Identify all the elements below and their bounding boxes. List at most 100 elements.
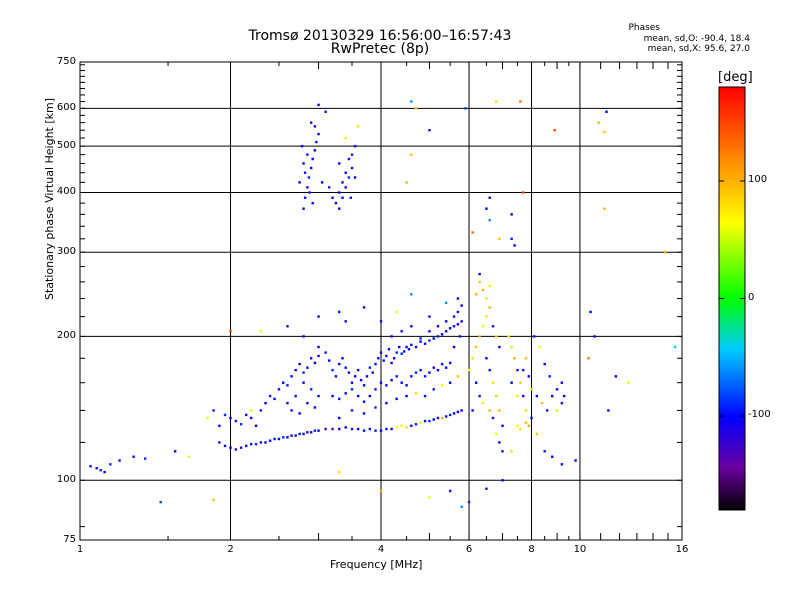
data-point [331,196,334,199]
data-point [382,359,385,362]
data-point [436,325,440,328]
data-point [109,463,112,466]
data-point [530,388,533,391]
data-point [414,107,418,110]
data-point [331,368,334,372]
data-point [324,110,327,114]
data-point [400,330,403,333]
colorbar-tick-label: 0 [748,291,755,303]
data-point [302,371,305,374]
data-point [356,427,360,431]
data-point [400,424,403,428]
data-point [436,368,440,372]
data-point [374,388,377,391]
data-point [436,335,440,338]
data-point [273,397,276,401]
data-point [452,325,456,328]
data-point [603,130,606,134]
data-point [400,381,403,384]
data-point [460,320,463,323]
data-point [385,354,388,358]
data-point [379,381,383,384]
data-point [327,186,331,189]
data-point [410,153,413,156]
data-point [311,157,314,161]
data-point [467,368,471,372]
data-point [560,381,564,384]
data-point [532,335,536,338]
data-point [385,427,388,431]
data-point [234,419,238,423]
data-point [298,362,301,366]
data-point [338,310,341,314]
y-tick-label: 75 [63,534,76,545]
data-point [485,297,488,300]
data-point [448,489,452,493]
data-point [488,306,491,309]
data-point [350,409,354,412]
data-point [478,272,481,276]
data-point [456,310,460,314]
data-point [313,406,317,409]
data-point [436,416,440,420]
data-point [229,446,232,449]
data-point [498,345,501,349]
data-point [485,207,488,210]
data-point [317,103,320,107]
data-point [298,181,301,184]
data-point [347,371,351,374]
data-point [338,416,341,420]
data-point [308,191,311,194]
data-point [317,429,320,432]
data-point [309,166,313,170]
data-point [362,384,366,387]
data-point [419,421,422,424]
data-point [419,368,422,372]
data-point [607,409,610,412]
data-point [460,505,463,509]
data-point [471,231,474,234]
data-point [334,201,338,205]
data-point [390,427,393,431]
data-point [344,426,347,429]
data-point [507,335,510,338]
chart-subtitle: RwPretec (8p) [330,41,430,57]
data-point [452,315,456,318]
data-point [423,375,427,378]
data-point [405,181,408,184]
x-tick-label: 1 [76,544,84,555]
data-point [324,427,327,431]
data-point [498,409,501,412]
data-point [277,388,281,391]
data-point [306,186,309,189]
data-point [603,207,606,210]
data-point [259,441,263,444]
y-tick-label: 500 [56,140,76,152]
data-point [390,335,393,338]
data-point [464,107,467,110]
data-point [317,132,320,136]
data-point [432,337,435,340]
data-point [510,345,513,349]
data-point [365,375,369,378]
data-point [294,368,297,372]
data-point [495,335,498,338]
data-point [374,406,377,409]
data-point [428,315,431,318]
data-point [395,426,398,429]
data-point [143,457,147,460]
data-point [385,401,388,405]
data-point [353,375,357,378]
data-point [540,401,544,405]
data-point [302,381,305,384]
data-point [423,342,427,345]
data-point [524,421,528,424]
data-point [485,487,488,490]
data-point [516,394,519,398]
data-point [543,450,546,453]
y-tick-label: 100 [56,474,76,486]
data-point [254,442,258,446]
data-point [390,378,393,382]
data-point [344,366,347,369]
data-point [273,437,276,441]
